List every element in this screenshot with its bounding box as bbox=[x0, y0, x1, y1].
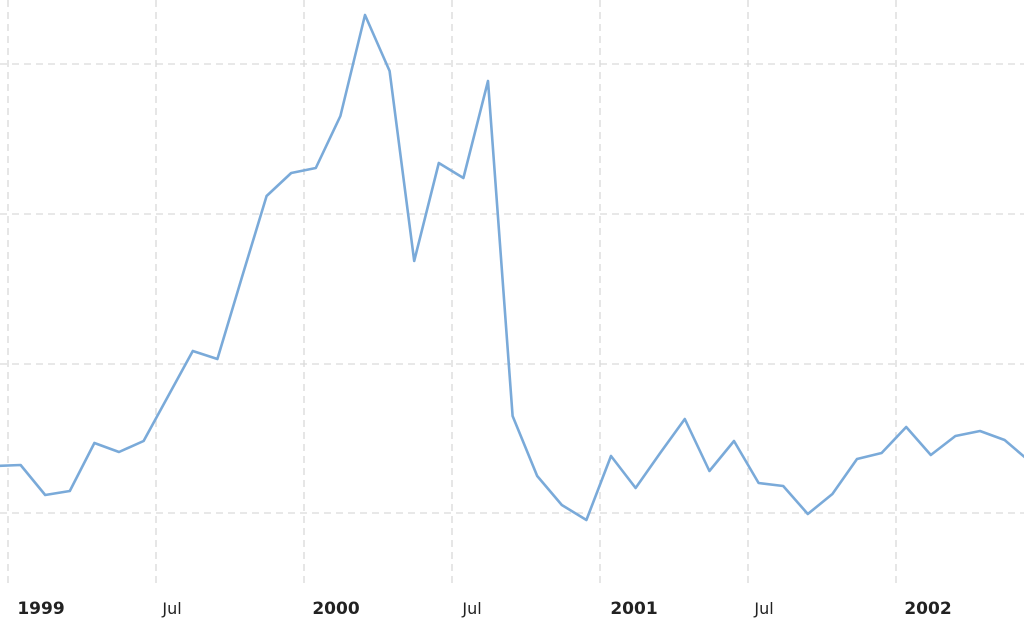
x-tick-label: 1999 bbox=[17, 599, 64, 619]
grid-lines bbox=[0, 0, 1024, 585]
x-axis-ticks: 1999 Jul 2000 Jul 2001 Jul 2002 bbox=[17, 599, 951, 619]
x-tick-label: Jul bbox=[461, 599, 481, 618]
series-layer bbox=[0, 13, 1024, 522]
x-tick-label: 2002 bbox=[904, 599, 951, 619]
x-tick-label: Jul bbox=[753, 599, 773, 618]
x-tick-label: Jul bbox=[161, 599, 181, 618]
x-tick-label: 2001 bbox=[610, 599, 657, 619]
series-line bbox=[0, 13, 1024, 522]
x-tick-label: 2000 bbox=[312, 599, 359, 619]
